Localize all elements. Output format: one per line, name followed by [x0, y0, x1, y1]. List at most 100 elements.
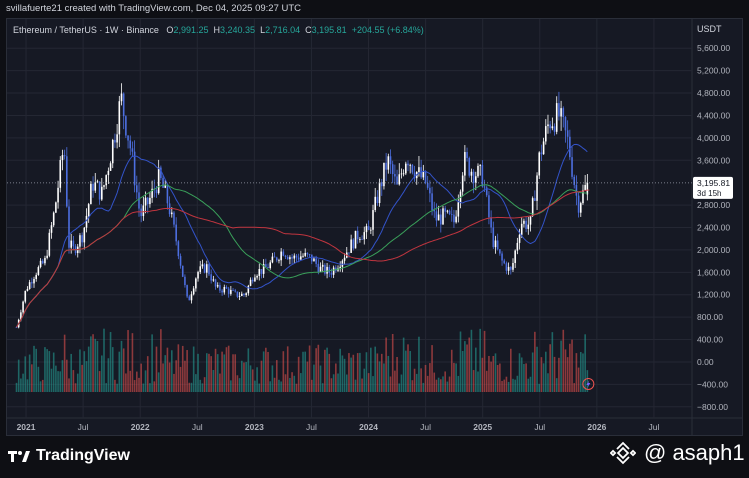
candle-body: [87, 204, 90, 216]
candle-body: [133, 151, 136, 186]
volume-bar: [337, 373, 339, 392]
candle-body: [540, 152, 543, 155]
volume-bar: [481, 357, 484, 392]
volume-bar: [352, 354, 355, 392]
volume-bar: [509, 348, 512, 392]
candle-body: [179, 256, 182, 266]
candle-body: [297, 257, 300, 260]
candle-body: [48, 232, 51, 256]
candle-body: [230, 289, 232, 294]
volume-bar: [286, 346, 289, 392]
candle-body: [579, 203, 582, 213]
x-grid: [25, 19, 655, 418]
alert-badge-icon: [582, 378, 595, 390]
bar-countdown: 3d 15h: [697, 189, 721, 198]
candle-body: [232, 289, 234, 291]
candle-body: [273, 256, 276, 258]
volume-bar: [433, 372, 436, 392]
volume-bar: [494, 353, 497, 392]
candle-body: [343, 257, 346, 261]
volume-bar: [199, 379, 202, 392]
candle-body: [302, 255, 304, 257]
candle-body: [243, 293, 245, 296]
candle-body: [219, 285, 221, 291]
volume-bar: [192, 346, 195, 392]
candle-body: [339, 266, 342, 269]
volume-bar: [240, 360, 243, 392]
candle-body: [166, 185, 169, 204]
candle-body: [46, 255, 48, 258]
candle-body: [175, 224, 177, 242]
candle-body: [558, 103, 560, 117]
volume-bar: [321, 383, 324, 392]
volume-bar: [415, 373, 418, 392]
volume-bar: [470, 329, 473, 392]
volume-bar: [131, 333, 134, 392]
x-tick-label: Jul: [78, 422, 89, 432]
volume-bar: [385, 337, 387, 392]
currency-label[interactable]: USDT: [697, 24, 722, 34]
volume-bar: [472, 370, 475, 392]
volume-bar: [335, 363, 337, 392]
volume-bar: [442, 376, 444, 392]
candle-body: [389, 156, 392, 165]
volume-bar: [363, 368, 366, 392]
candle-body: [262, 264, 265, 274]
volume-bar: [153, 381, 156, 392]
volume-bar: [282, 351, 285, 392]
tradingview-logo[interactable]: TradingView: [8, 447, 130, 465]
volume-bar: [177, 344, 180, 392]
volume-bar: [531, 352, 534, 392]
candle-body: [494, 240, 497, 248]
candle-body: [101, 186, 103, 200]
volume-bar: [17, 359, 20, 392]
candle-body: [400, 173, 403, 175]
volume-bar: [424, 364, 427, 392]
candle-body: [289, 257, 291, 260]
y-grid: [7, 47, 692, 408]
volume-bar: [573, 383, 576, 392]
volume-bar: [68, 378, 70, 392]
volume-bar: [431, 345, 433, 392]
volume-bar: [184, 360, 186, 392]
volume-bar: [332, 374, 335, 392]
candle-body: [284, 255, 287, 257]
candle-body: [402, 173, 405, 175]
candle-body: [61, 155, 64, 161]
candle-body: [271, 256, 274, 263]
candle-body: [549, 124, 551, 129]
volume-bar: [302, 351, 304, 392]
volume-bar: [582, 353, 584, 392]
x-tick-label: 2023: [245, 422, 264, 432]
candle-body: [376, 196, 379, 204]
candle-body: [573, 176, 576, 185]
candle-body: [83, 227, 86, 243]
candle-body: [114, 140, 116, 143]
candle-body: [431, 193, 433, 211]
candle-body: [254, 277, 256, 282]
candle-body: [160, 167, 162, 179]
volume-bar: [284, 374, 287, 392]
candle-body: [280, 251, 282, 261]
volume-bar: [26, 379, 29, 392]
volume-bar: [297, 356, 300, 392]
candle-body: [260, 269, 263, 274]
volume-bar: [317, 344, 320, 392]
volume-bar: [81, 364, 83, 392]
volume-bar: [125, 373, 127, 392]
volume-bar: [538, 383, 541, 392]
volume-bar: [74, 383, 77, 392]
volume-bar: [138, 377, 140, 392]
candle-body: [544, 126, 547, 142]
candle-body: [68, 206, 70, 248]
volume-bar: [114, 379, 116, 392]
last-price-value: 3,195.81: [697, 178, 730, 188]
volume-bar: [157, 372, 160, 392]
candle-body: [96, 181, 99, 183]
volume-bar: [92, 334, 94, 392]
candle-body: [514, 250, 516, 263]
x-tick-label: Jul: [420, 422, 431, 432]
candle-body: [317, 263, 320, 272]
candle-body: [129, 140, 132, 149]
